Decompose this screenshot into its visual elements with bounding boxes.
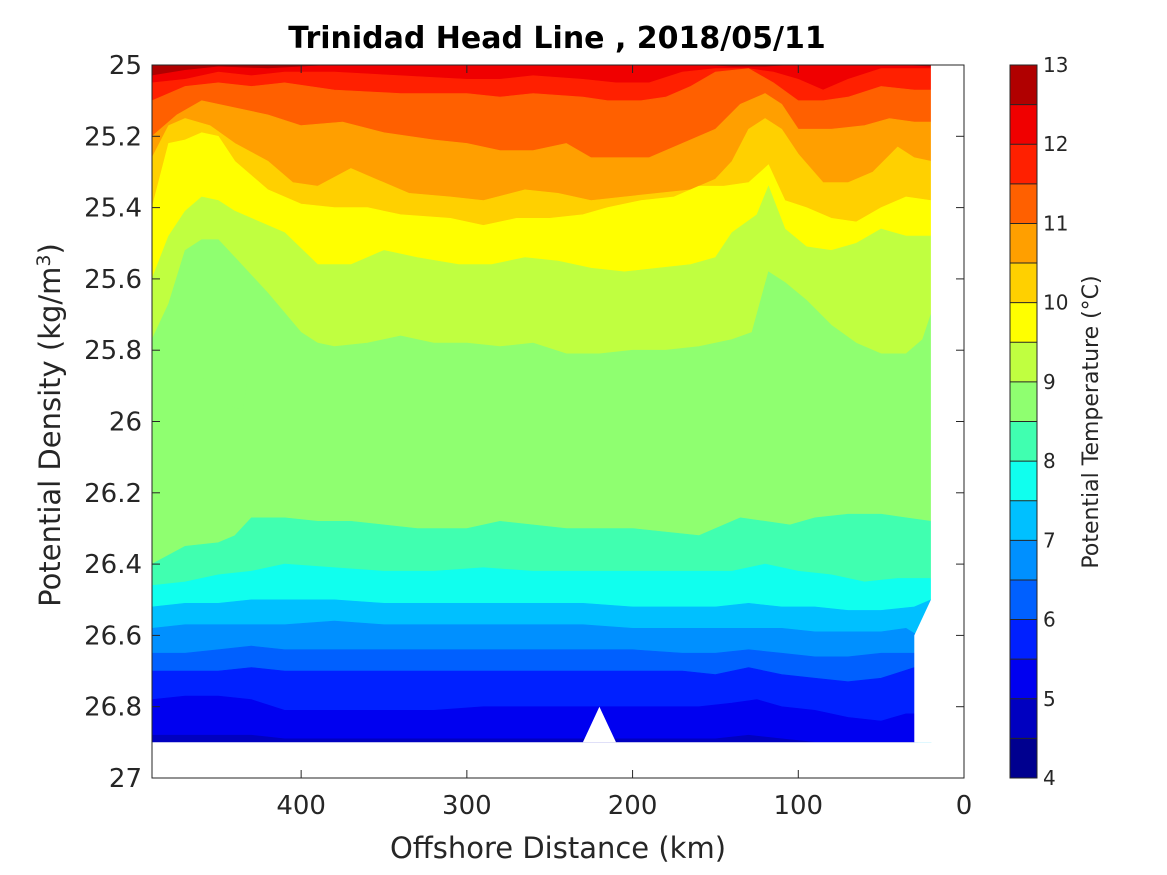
colorbar-swatch-6 (1010, 500, 1037, 541)
colorbar-swatch-3 (1010, 619, 1037, 660)
colorbar-tick-label: 6 (1043, 608, 1056, 632)
y-tick-label: 25 (109, 51, 142, 81)
colorbar-tick-label: 11 (1043, 211, 1068, 235)
colorbar-swatch-1 (1010, 698, 1037, 739)
colorbar-swatch-10 (1010, 342, 1037, 383)
y-axis-label-superscript: 3 (33, 254, 55, 266)
colorbar-swatch-0 (1010, 738, 1037, 779)
x-axis-label: Offshore Distance (km) (390, 831, 726, 865)
colorbar-swatch-17 (1010, 65, 1037, 106)
y-axis-label: Potential Density (kg/m3) (33, 243, 67, 607)
colorbar-tick-label: 5 (1043, 687, 1056, 711)
colorbar-tick-label: 4 (1043, 766, 1056, 790)
colorbar-swatch-4 (1010, 579, 1037, 620)
colorbar-swatch-14 (1010, 183, 1037, 224)
y-axis-label-close: ) (33, 243, 67, 254)
no-data-mask-0 (914, 65, 964, 743)
colorbar-swatch-16 (1010, 104, 1037, 145)
x-tick-label: 200 (608, 791, 658, 821)
colorbar-tick-label: 10 (1043, 291, 1068, 315)
y-tick-label: 26.4 (84, 550, 142, 580)
colorbar-label: Potential Temperature (°C) (1079, 275, 1104, 568)
y-tick-label: 25.6 (84, 265, 142, 295)
axis-ticks: 400 300 200 100 0 25 25.2 25.4 25.6 25.8 26 26.2 26.… (84, 51, 972, 821)
colorbar-swatch-2 (1010, 659, 1037, 700)
y-axis-label-main: Potential Density (kg/m (33, 267, 67, 607)
colorbar-tick-label: 12 (1043, 132, 1068, 156)
contour-plot-area (151, 64, 964, 778)
colorbar-tick-label: 8 (1043, 449, 1056, 473)
y-tick-label: 26.2 (84, 479, 142, 509)
x-tick-label: 0 (956, 791, 973, 821)
contour-band-15 (151, 695, 915, 743)
y-tick-label: 25.2 (84, 122, 142, 152)
x-tick-label: 400 (276, 791, 326, 821)
y-tick-label: 26.6 (84, 621, 142, 651)
y-tick-label: 25.4 (84, 194, 142, 224)
colorbar-tick-label: 9 (1043, 370, 1056, 394)
y-tick-label: 27 (109, 764, 142, 794)
colorbar-swatch-13 (1010, 223, 1037, 264)
chart-title: Trinidad Head Line , 2018/05/11 (288, 21, 825, 56)
no-data-mask-2 (152, 742, 964, 778)
colorbar-swatch-11 (1010, 302, 1037, 343)
colorbar-swatch-9 (1010, 381, 1037, 422)
colorbar: 13 12 11 10 9 8 7 6 5 4 (1009, 53, 1068, 790)
y-tick-label: 26 (109, 408, 142, 438)
colorbar-swatch-7 (1010, 461, 1037, 502)
contour-patch-0 (198, 314, 247, 411)
x-tick-label: 100 (773, 791, 823, 821)
colorbar-swatch-5 (1010, 540, 1037, 581)
colorbar-swatch-8 (1010, 421, 1037, 462)
colorbar-swatch-12 (1010, 263, 1037, 304)
colorbar-tick-label: 7 (1043, 528, 1056, 552)
x-tick-label: 300 (442, 791, 492, 821)
colorbar-frame (1009, 64, 1038, 779)
y-tick-label: 25.8 (84, 336, 142, 366)
y-tick-label: 26.8 (84, 693, 142, 723)
colorbar-swatch-15 (1010, 144, 1037, 185)
colorbar-tick-label: 13 (1043, 53, 1068, 77)
no-data-mask-1 (582, 706, 616, 743)
